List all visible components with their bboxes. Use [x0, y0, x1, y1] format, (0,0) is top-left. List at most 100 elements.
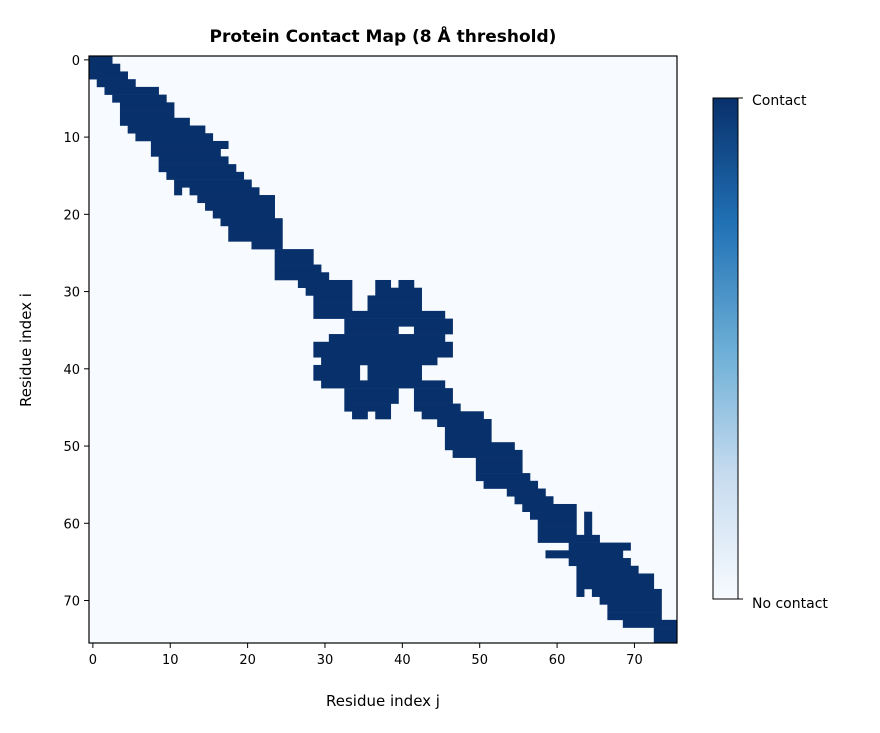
- contact-cell: [313, 349, 453, 358]
- x-tick-label: 50: [471, 653, 488, 668]
- contact-cell: [228, 233, 283, 242]
- contact-cell: [475, 473, 531, 482]
- contact-cell: [119, 102, 175, 111]
- contact-cell: [568, 558, 631, 567]
- contact-cell: [344, 403, 392, 412]
- contact-cell: [475, 457, 523, 466]
- contact-cell: [576, 573, 655, 582]
- colorbar: [712, 97, 739, 600]
- plot-frame: [88, 55, 678, 644]
- contact-cell: [166, 171, 245, 180]
- contact-cell: [375, 411, 392, 420]
- contact-cell: [591, 588, 662, 597]
- contact-cell: [607, 612, 662, 621]
- contact-cell: [274, 249, 314, 258]
- x-tick-label: 70: [626, 653, 643, 668]
- y-tick-label: 20: [63, 208, 80, 223]
- contact-cell: [444, 426, 492, 435]
- contact-cell: [530, 511, 577, 520]
- y-axis-ticks: 0 10 20 30 40 50 60 70: [63, 54, 89, 610]
- contact-cell: [522, 503, 577, 512]
- contact-cell: [537, 519, 577, 528]
- contact-cell: [344, 395, 399, 404]
- contact-cell: [576, 581, 655, 590]
- contact-cell: [584, 519, 593, 528]
- contact-cell: [437, 419, 492, 428]
- contact-cell: [274, 272, 330, 281]
- y-tick-label: 30: [63, 286, 80, 301]
- contact-cell: [297, 279, 353, 289]
- y-tick-label: 0: [72, 54, 80, 69]
- contact-cell: [321, 357, 438, 366]
- contact-cell: [475, 465, 523, 474]
- contact-cell: [653, 635, 678, 644]
- contact-cell: [112, 94, 167, 103]
- contact-cell: [607, 604, 662, 613]
- y-tick-label: 10: [63, 131, 80, 146]
- contact-cell: [127, 125, 206, 134]
- contact-cell: [305, 287, 353, 296]
- contact-cell: [158, 156, 229, 165]
- contact-cell: [576, 588, 585, 597]
- contact-cell: [274, 264, 322, 273]
- contact-cell: [584, 511, 593, 520]
- y-tick-label: 40: [63, 363, 80, 378]
- contact-cell: [197, 195, 275, 204]
- contact-cell: [537, 527, 577, 536]
- contact-cell: [119, 110, 175, 119]
- contact-cell: [367, 303, 422, 312]
- contact-cell: [228, 225, 283, 234]
- contact-cell: [444, 442, 515, 451]
- y-axis-label: Residue index i: [17, 293, 35, 407]
- contact-cells: [89, 56, 678, 644]
- contact-cell: [344, 326, 399, 335]
- contact-cell: [576, 565, 639, 574]
- contact-cell: [174, 179, 252, 188]
- contact-cell: [653, 627, 678, 636]
- contact-cell: [313, 372, 361, 381]
- contact-cell: [321, 380, 446, 389]
- colorbar-label-no-contact: No contact: [752, 596, 828, 612]
- contact-cell: [413, 403, 461, 412]
- y-tick-label: 50: [63, 440, 80, 455]
- contact-cell: [514, 496, 554, 505]
- contact-cell: [444, 434, 492, 443]
- contact-cell: [313, 295, 353, 304]
- x-axis-ticks: 0 10 20 30 40 50 60 70: [89, 643, 643, 668]
- x-tick-label: 0: [89, 653, 97, 668]
- contact-cell: [274, 256, 314, 265]
- contact-cell: [367, 372, 422, 381]
- contact-cell: [150, 140, 229, 149]
- chart-title: Protein Contact Map (8 Å threshold): [210, 24, 557, 47]
- contact-cell: [421, 411, 484, 420]
- contact-cell: [537, 534, 600, 543]
- contact-cell: [367, 364, 422, 373]
- contact-cell: [413, 326, 453, 335]
- contact-cell: [313, 364, 361, 373]
- contact-cell: [584, 527, 593, 536]
- contact-cell: [174, 187, 183, 196]
- contact-cell: [452, 449, 523, 458]
- contact-cell: [96, 79, 136, 88]
- contact-cell: [89, 71, 128, 80]
- contact-cell: [89, 56, 113, 65]
- contact-cell: [344, 318, 453, 327]
- contact-cell: [135, 133, 214, 142]
- x-axis-label: Residue index j: [326, 692, 440, 710]
- contact-cell: [104, 86, 159, 95]
- contact-cell: [119, 117, 190, 126]
- contact-cell: [622, 619, 678, 628]
- x-tick-label: 10: [162, 653, 179, 668]
- colorbar-label-contact: Contact: [752, 93, 807, 109]
- contact-cell: [150, 148, 221, 157]
- contact-cell: [375, 279, 392, 289]
- x-tick-label: 60: [549, 653, 566, 668]
- contact-cell: [212, 210, 275, 219]
- contact-cell: [375, 287, 422, 296]
- contact-cell: [413, 395, 453, 404]
- contact-cell: [251, 241, 283, 250]
- contact-cell: [367, 295, 422, 304]
- contact-cell: [506, 488, 546, 497]
